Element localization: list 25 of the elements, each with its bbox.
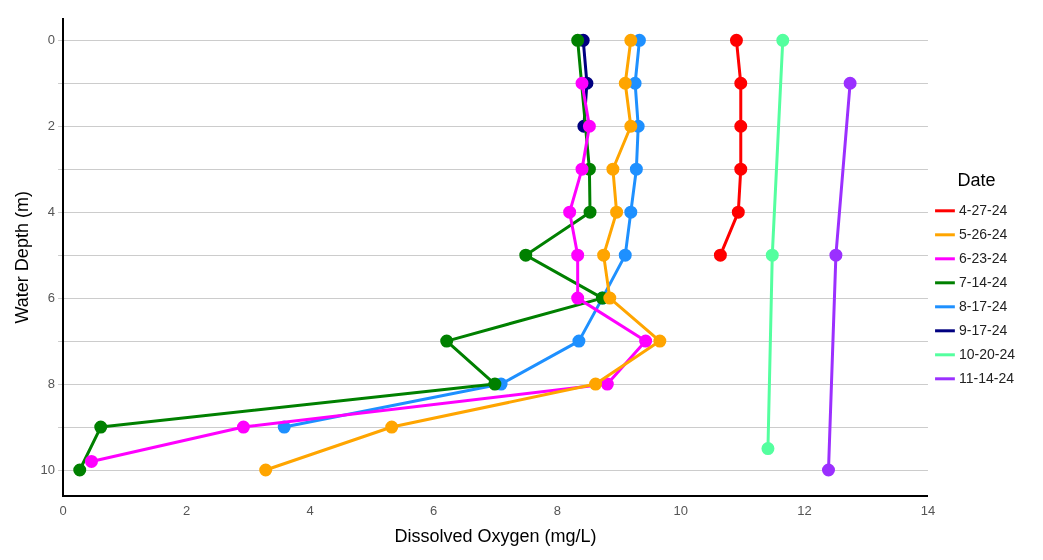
y-tick-label: 8: [47, 375, 56, 391]
y-tick-label: 6: [47, 289, 56, 305]
legend-label: 9-17-24: [958, 321, 1008, 338]
y-axis-title: Water Depth (m): [11, 191, 32, 324]
x-tick-label: 4: [306, 503, 314, 519]
x-axis-title: Dissolved Oxygen (mg/L): [394, 526, 597, 547]
x-tick-label: 6: [430, 503, 438, 519]
x-tick-label: 2: [183, 503, 191, 519]
x-tick-label: 12: [797, 503, 812, 519]
x-tick-label: 14: [920, 503, 936, 519]
y-tick-label: 10: [40, 461, 56, 477]
legend-title: Date: [957, 170, 996, 191]
legend-label: 6-23-24: [958, 249, 1008, 266]
x-tick-label: 10: [673, 503, 689, 519]
legend-label: 7-14-24: [958, 273, 1008, 290]
x-tick-label: 0: [59, 503, 67, 519]
legend-label: 8-17-24: [958, 297, 1008, 314]
x-tick-label: 8: [553, 503, 561, 519]
y-tick-label: 4: [47, 203, 56, 219]
legend-label: 11-14-24: [958, 369, 1015, 386]
y-tick-label: 2: [47, 117, 56, 133]
legend-label: 5-26-24: [958, 225, 1008, 242]
y-tick-label: 0: [47, 31, 56, 47]
legend-label: 10-20-24: [958, 345, 1016, 362]
legend-label: 4-27-24: [958, 201, 1008, 218]
